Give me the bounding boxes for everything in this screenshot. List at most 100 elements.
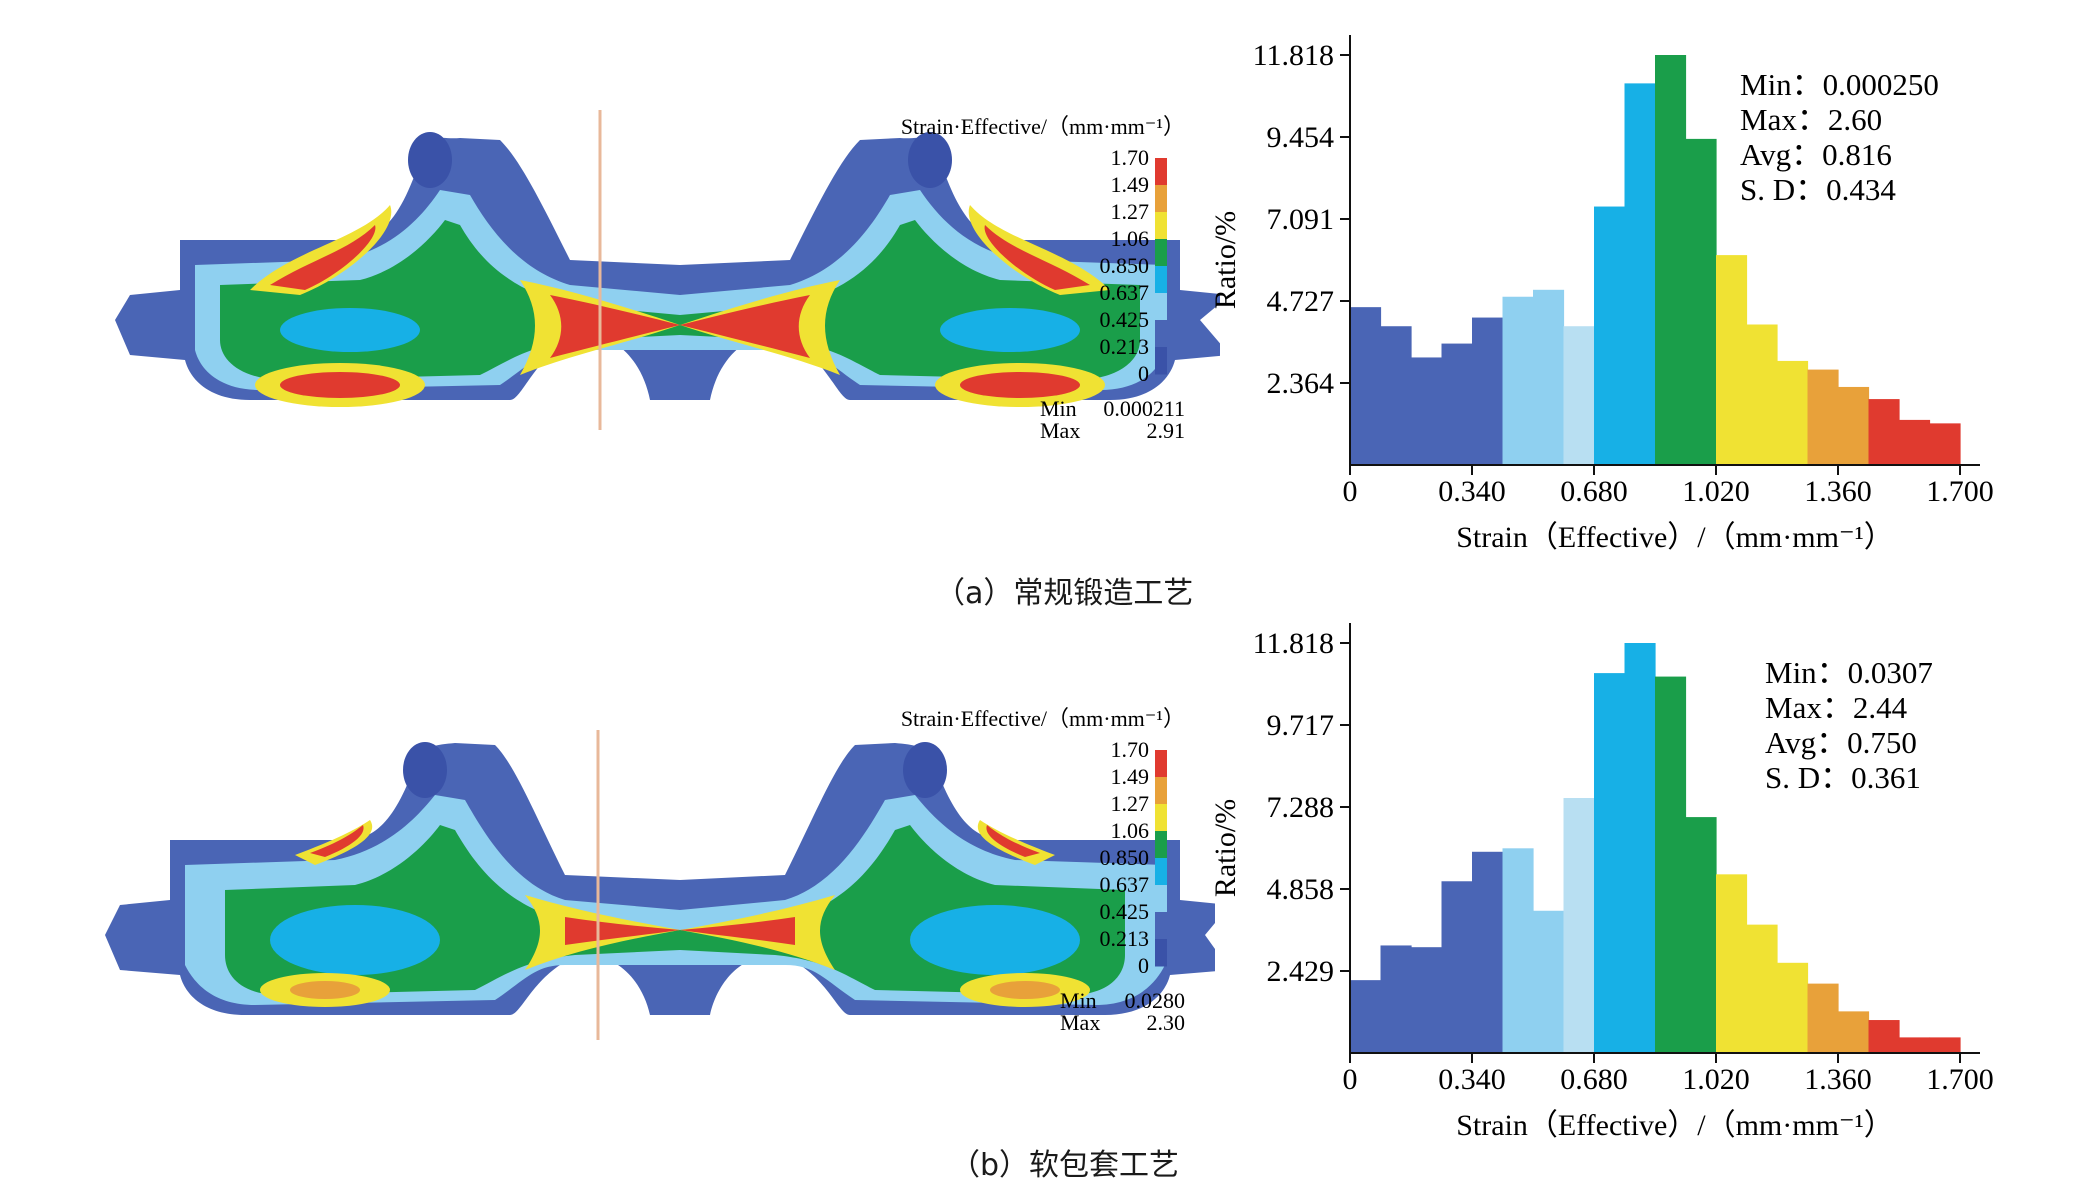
legend-tick-label: 1.27 (1111, 199, 1150, 224)
histogram-bar (1624, 643, 1656, 1053)
stat-label: Max：2.60 (1740, 102, 1882, 137)
legend-color-swatch (1155, 912, 1167, 940)
stat-label: Max：2.44 (1765, 690, 1908, 725)
contour-legend-b: Strain·Effective/（mm·mm⁻¹） 1.70 1.49 1.27 1… (860, 702, 1200, 1042)
x-axis-label: Strain（Effective）/（mm·mm⁻¹） (1456, 521, 1894, 554)
strain-contour-map-a (115, 110, 1230, 430)
histogram-bar (1441, 881, 1473, 1053)
x-tick-label: 0.680 (1560, 475, 1628, 508)
x-axis-label: Strain（Effective）/（mm·mm⁻¹） (1456, 1109, 1894, 1142)
max-value: 2.91 (1147, 418, 1186, 443)
min-value: 0.0280 (1125, 988, 1186, 1013)
forging-shape-a (115, 132, 1230, 407)
y-tick-label: 11.818 (1253, 39, 1334, 72)
legend-tick-label: 0.213 (1100, 334, 1150, 359)
legend-color-swatch (1155, 858, 1167, 886)
histogram-bar (1380, 326, 1412, 465)
histogram-bar (1624, 83, 1656, 465)
legend-tick-label: 1.06 (1111, 818, 1150, 843)
x-tick-label: 0.340 (1438, 475, 1506, 508)
legend-color-swatch (1155, 939, 1167, 967)
histogram-bar (1868, 1020, 1900, 1053)
histogram-bar (1716, 874, 1748, 1053)
legend-color-swatch (1155, 239, 1167, 267)
y-tick-label: 2.364 (1267, 367, 1335, 400)
histogram-bar (1533, 289, 1565, 465)
stat-label: Avg：0.750 (1765, 725, 1917, 760)
legend-color-swatch (1155, 750, 1167, 778)
legend-color-swatch (1155, 293, 1167, 321)
histogram-bar (1594, 206, 1626, 465)
histogram-bar (1594, 673, 1626, 1053)
histogram-bar (1472, 851, 1504, 1053)
histogram-bar (1929, 1037, 1961, 1053)
histogram-bar (1655, 55, 1687, 465)
y-tick-label: 7.091 (1267, 203, 1335, 236)
forging-shape-b (105, 742, 1230, 1015)
max-value: 2.30 (1147, 1010, 1186, 1035)
y-tick-label: 11.818 (1253, 627, 1334, 660)
legend-tick-label: 0 (1138, 361, 1149, 386)
x-tick-label: 1.020 (1682, 475, 1750, 508)
y-tick-label: 7.288 (1267, 791, 1335, 824)
histogram-bar (1563, 326, 1595, 465)
x-tick-label: 0 (1343, 475, 1358, 508)
histogram-bar (1502, 848, 1534, 1053)
histogram-bar (1746, 924, 1778, 1053)
contour-panel-b (95, 725, 1230, 1045)
stat-label: Avg：0.816 (1740, 137, 1892, 172)
legend-color-swatch (1155, 347, 1167, 375)
histogram-bar (1685, 817, 1717, 1053)
legend-tick-label: 1.49 (1111, 172, 1150, 197)
y-tick-label: 4.858 (1267, 873, 1335, 906)
contour-panel-a (100, 100, 1230, 460)
histogram-bar (1777, 360, 1809, 465)
histogram-panel-b: 0 0.340 0.680 1.020 1.360 1.700 2.429 4.858 7.28… (1200, 608, 2020, 1148)
y-tick-label: 4.727 (1267, 285, 1335, 318)
y-tick-label: 2.429 (1267, 955, 1335, 988)
legend-color-swatch (1155, 320, 1167, 348)
stat-label: S. D：0.434 (1740, 172, 1896, 207)
histogram-bar (1899, 1037, 1931, 1053)
legend-tick-label: 0.637 (1100, 872, 1150, 897)
legend-tick-label: 1.49 (1111, 764, 1150, 789)
legend-color-swatch (1155, 158, 1167, 186)
x-tick-label: 0.680 (1560, 1063, 1628, 1096)
min-label: Min (1040, 396, 1077, 421)
legend-tick-label: 1.27 (1111, 791, 1150, 816)
legend-tick-label: 0.425 (1100, 899, 1150, 924)
legend-color-swatch (1155, 212, 1167, 240)
stat-label: Min：0.000250 (1740, 67, 1939, 102)
legend-tick-label: 0.850 (1100, 845, 1150, 870)
x-tick-label: 0.340 (1438, 1063, 1506, 1096)
histogram-bar (1777, 962, 1809, 1053)
legend-color-swatch (1155, 804, 1167, 832)
histogram-b: 0 0.340 0.680 1.020 1.360 1.700 2.429 4.858 7.28… (1209, 623, 1994, 1142)
histogram-bar (1746, 324, 1778, 465)
histogram-bar (1411, 947, 1443, 1053)
histogram-a: 0 0.340 0.680 1.020 1.360 1.700 2.364 4.727 7.09… (1209, 35, 1994, 554)
x-tick-label: 1.360 (1804, 475, 1872, 508)
legend-tick-label: 0.425 (1100, 307, 1150, 332)
stat-label: Min：0.0307 (1765, 655, 1933, 690)
histogram-bar (1838, 1011, 1870, 1053)
histogram-bar (1868, 399, 1900, 465)
x-tick-label: 1.700 (1926, 1063, 1994, 1096)
min-label: Min (1060, 988, 1097, 1013)
legend-color-swatch (1155, 185, 1167, 213)
x-tick-label: 1.020 (1682, 1063, 1750, 1096)
max-label: Max (1060, 1010, 1100, 1035)
histogram-bar (1502, 296, 1534, 465)
y-tick-label: 9.717 (1267, 709, 1335, 742)
x-tick-label: 0 (1343, 1063, 1358, 1096)
legend-color-swatch (1155, 885, 1167, 913)
legend-tick-label: 1.06 (1111, 226, 1150, 251)
histogram-bar (1350, 307, 1382, 465)
strain-contour-map-b (105, 730, 1230, 1040)
legend-color-swatch (1155, 831, 1167, 859)
legend-title: Strain·Effective/（mm·mm⁻¹） (901, 114, 1185, 139)
legend-svg-b: Strain·Effective/（mm·mm⁻¹） 1.701.491.271… (901, 706, 1186, 1035)
histogram-bar (1411, 357, 1443, 465)
legend-svg-a: Strain·Effective/（mm·mm⁻¹） 1.701.491.271… (901, 114, 1186, 443)
histogram-panel-a: 0 0.340 0.680 1.020 1.360 1.700 2.364 4.727 7.09… (1200, 20, 2020, 560)
